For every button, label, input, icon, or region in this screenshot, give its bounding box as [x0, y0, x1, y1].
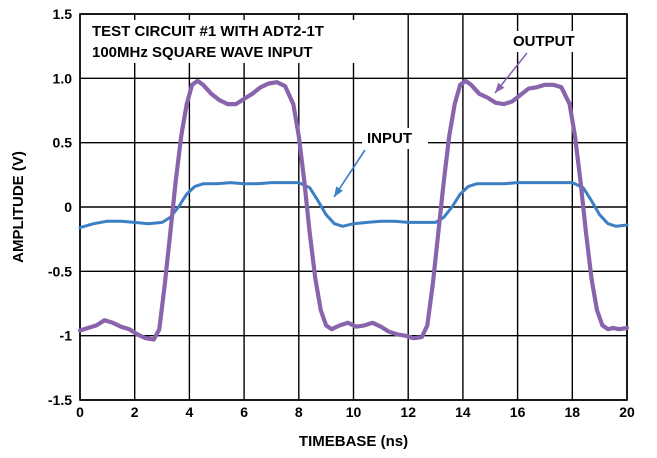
y-tick-label: 0 — [64, 199, 72, 215]
x-tick-label: 20 — [619, 404, 635, 420]
annotation-background — [508, 31, 596, 52]
plot-frame — [79, 13, 628, 401]
x-tick-label: 2 — [131, 404, 139, 420]
x-tick-label: 4 — [186, 404, 194, 420]
x-tick-label: 14 — [455, 404, 471, 420]
x-tick-label: 6 — [240, 404, 248, 420]
x-tick-label: 12 — [400, 404, 416, 420]
annotation-arrowhead — [495, 82, 505, 93]
chart-title-line-2: 100MHz SQUARE WAVE INPUT — [92, 44, 313, 61]
x-tick-label: 0 — [76, 404, 84, 420]
chart-title-line-1: TEST CIRCUIT #1 WITH ADT2-1T — [92, 23, 324, 40]
annotation-label-output: OUTPUT — [513, 33, 575, 50]
y-axis-title: AMPLITUDE (V) — [10, 151, 27, 263]
series-line-input — [78, 181, 629, 230]
y-tick-label: -0.5 — [48, 263, 72, 279]
annotation-arrowhead — [334, 186, 343, 197]
annotation-label-input: INPUT — [367, 130, 412, 147]
tick-labels: 0 2 4 6 8 10 12 14 16 18 20 -1.5 -1 -0.5 0 0.5 1.0 1.5 — [48, 6, 635, 420]
x-tick-label: 16 — [510, 404, 526, 420]
series-line-output — [77, 78, 630, 342]
grid — [79, 13, 628, 401]
series-layer — [77, 78, 630, 342]
y-tick-label: -1.5 — [48, 392, 72, 408]
title-background — [86, 20, 382, 63]
y-tick-label: 0.5 — [53, 135, 73, 151]
y-tick-label: 1.5 — [53, 6, 73, 22]
annotation-background — [362, 128, 428, 149]
y-tick-label: 1.0 — [53, 70, 73, 86]
x-tick-label: 8 — [295, 404, 303, 420]
y-tick-label: -1 — [60, 328, 73, 344]
annotation-layer: OUTPUT INPUT — [333, 31, 596, 198]
x-tick-label: 18 — [565, 404, 581, 420]
x-tick-label: 10 — [346, 404, 362, 420]
x-axis-title: TIMEBASE (ns) — [299, 433, 408, 450]
